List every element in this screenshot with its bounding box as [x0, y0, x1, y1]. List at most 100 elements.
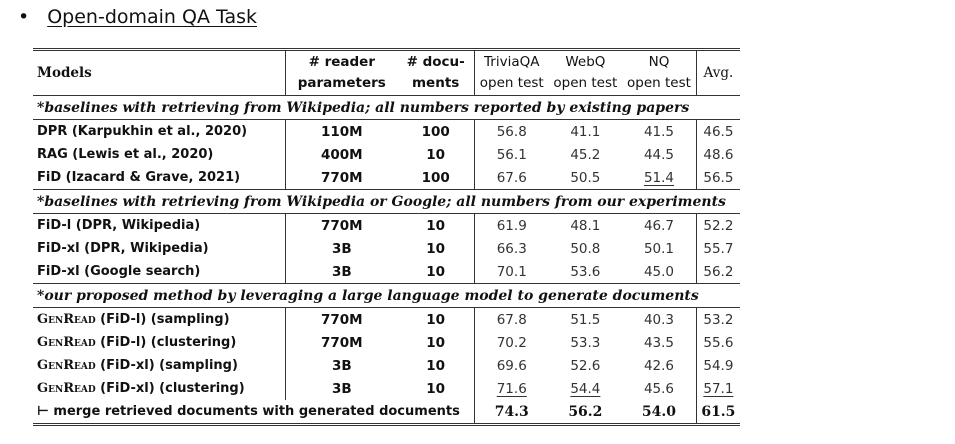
value: 50.5 [570, 169, 601, 186]
value-cell: 10 [397, 354, 475, 377]
header-cell: Avg. [696, 49, 740, 96]
value-cell: 45.6 [622, 377, 697, 400]
section-title: *our proposed method by leveraging a lar… [33, 283, 740, 308]
header-line: open test [553, 75, 618, 91]
value: 770M [320, 334, 363, 351]
value-cell: 53.6 [549, 260, 623, 284]
section-row: *baselines with retrieving from Wikipedi… [33, 95, 740, 120]
value: 10 [426, 334, 446, 351]
value-cell: 46.7 [622, 213, 697, 237]
data-row: RAG (Lewis et al., 2020) 400M 10 56.1 45.2 44… [33, 143, 740, 166]
value-cell: 3B [286, 354, 398, 377]
section-row: *baselines with retrieving from Wikipedi… [33, 189, 740, 214]
header-line: # docu- [406, 54, 465, 70]
value-cell: 3B [286, 377, 398, 400]
value-cell: 55.7 [696, 237, 740, 260]
value: 61.9 [496, 217, 527, 234]
header-cell: Models [33, 49, 287, 96]
value-cell: 40.3 [622, 307, 697, 331]
value: 53.2 [703, 311, 734, 328]
bullet: • Open-domain QA Task [18, 6, 258, 28]
model-name: (FiD-l) (sampling) [100, 312, 230, 327]
value: 57.1 [703, 380, 734, 397]
value-cell: 50.8 [549, 237, 623, 260]
model-name: (FiD-xl) (clustering) [100, 381, 245, 396]
data-row: FiD-xl (DPR, Wikipedia) 3B 10 66.3 50.8 50.1 5… [33, 237, 740, 260]
data-row: GenRead (FiD-xl) (sampling) 3B 10 69.6 52.6 4… [33, 354, 740, 377]
value-cell: 46.5 [696, 120, 740, 144]
model-cell: DPR (Karpukhin et al., 2020) [33, 119, 287, 143]
value: 10 [426, 311, 446, 328]
value-cell: 110M [286, 120, 398, 144]
section-title: *baselines with retrieving from Wikipedi… [33, 95, 740, 120]
value-cell: 66.3 [474, 237, 548, 260]
value-cell: 56.5 [696, 166, 740, 190]
model-cell: RAG (Lewis et al., 2020) [33, 143, 287, 166]
value: 45.0 [643, 263, 674, 280]
value-cell: 3B [286, 237, 398, 260]
value: 54.9 [703, 357, 734, 374]
value: 41.5 [643, 123, 674, 140]
value-cell: 56.2 [696, 260, 740, 284]
header-cell: # docu-ments [397, 49, 475, 96]
header-cell: # reader parameters [285, 49, 398, 96]
value-cell: 71.6 [474, 377, 548, 400]
model-cell: GenRead (FiD-l) (clustering) [33, 331, 287, 354]
value: 70.1 [496, 263, 527, 280]
value: 56.8 [496, 123, 527, 140]
value-cell: 45.0 [622, 260, 697, 284]
value-cell: 61.5 [696, 400, 740, 425]
value: 46.7 [643, 217, 674, 234]
value: 770M [320, 311, 363, 328]
value-cell: 50.1 [622, 237, 697, 260]
header-line: # reader [308, 54, 375, 70]
value-cell: 74.3 [474, 400, 548, 425]
value-cell: 57.1 [696, 377, 740, 400]
bullet-title: Open-domain QA Task [47, 6, 258, 28]
value-cell: 10 [397, 307, 475, 331]
model-cell: FiD (Izacard & Grave, 2021) [33, 166, 287, 190]
value-cell: 56.1 [474, 143, 548, 166]
value-cell: 770M [286, 214, 398, 238]
value: 55.6 [703, 334, 734, 351]
value-cell: 10 [397, 331, 475, 354]
header-row: Models # reader parameters # docu-ments T… [33, 49, 740, 96]
value: 10 [426, 263, 446, 280]
value: 45.6 [643, 380, 674, 397]
header-line: open test [479, 75, 544, 91]
model-cell: GenRead (FiD-l) (sampling) [33, 307, 287, 331]
model-name: RAG (Lewis et al., 2020) [37, 147, 214, 162]
method-name: GenRead [37, 381, 96, 396]
model-name: FiD-xl (Google search) [37, 264, 201, 279]
value-cell: 10 [397, 143, 475, 166]
method-name: GenRead [37, 358, 96, 373]
value-cell: 770M [286, 308, 398, 332]
value: 50.8 [570, 240, 601, 257]
data-row: GenRead (FiD-l) (clustering) 770M 10 70.2 53… [33, 331, 740, 354]
value: 100 [421, 169, 450, 186]
value-cell: 44.5 [622, 143, 697, 166]
value: 52.2 [703, 217, 734, 234]
value: 56.5 [703, 169, 734, 186]
value: 56.2 [568, 403, 603, 420]
value: 3B [331, 263, 352, 280]
value: 69.6 [496, 357, 527, 374]
value: 55.7 [703, 240, 734, 257]
value: 41.1 [570, 123, 601, 140]
value: 53.6 [570, 263, 601, 280]
value: 3B [331, 357, 352, 374]
section-row: *our proposed method by leveraging a lar… [33, 283, 740, 308]
model-name: FiD-l (DPR, Wikipedia) [37, 218, 201, 233]
value-cell: 42.6 [622, 354, 697, 377]
model-name: FiD-xl (DPR, Wikipedia) [37, 241, 209, 256]
value-cell: 67.6 [474, 166, 548, 190]
value-cell: 70.2 [474, 331, 548, 354]
value: 43.5 [643, 334, 674, 351]
value: 10 [426, 380, 446, 397]
value: 67.8 [496, 311, 527, 328]
value: 51.5 [570, 311, 601, 328]
value: 52.6 [570, 357, 601, 374]
value: 42.6 [643, 357, 674, 374]
data-row: FiD (Izacard & Grave, 2021) 770M 100 67.6 50… [33, 166, 740, 190]
